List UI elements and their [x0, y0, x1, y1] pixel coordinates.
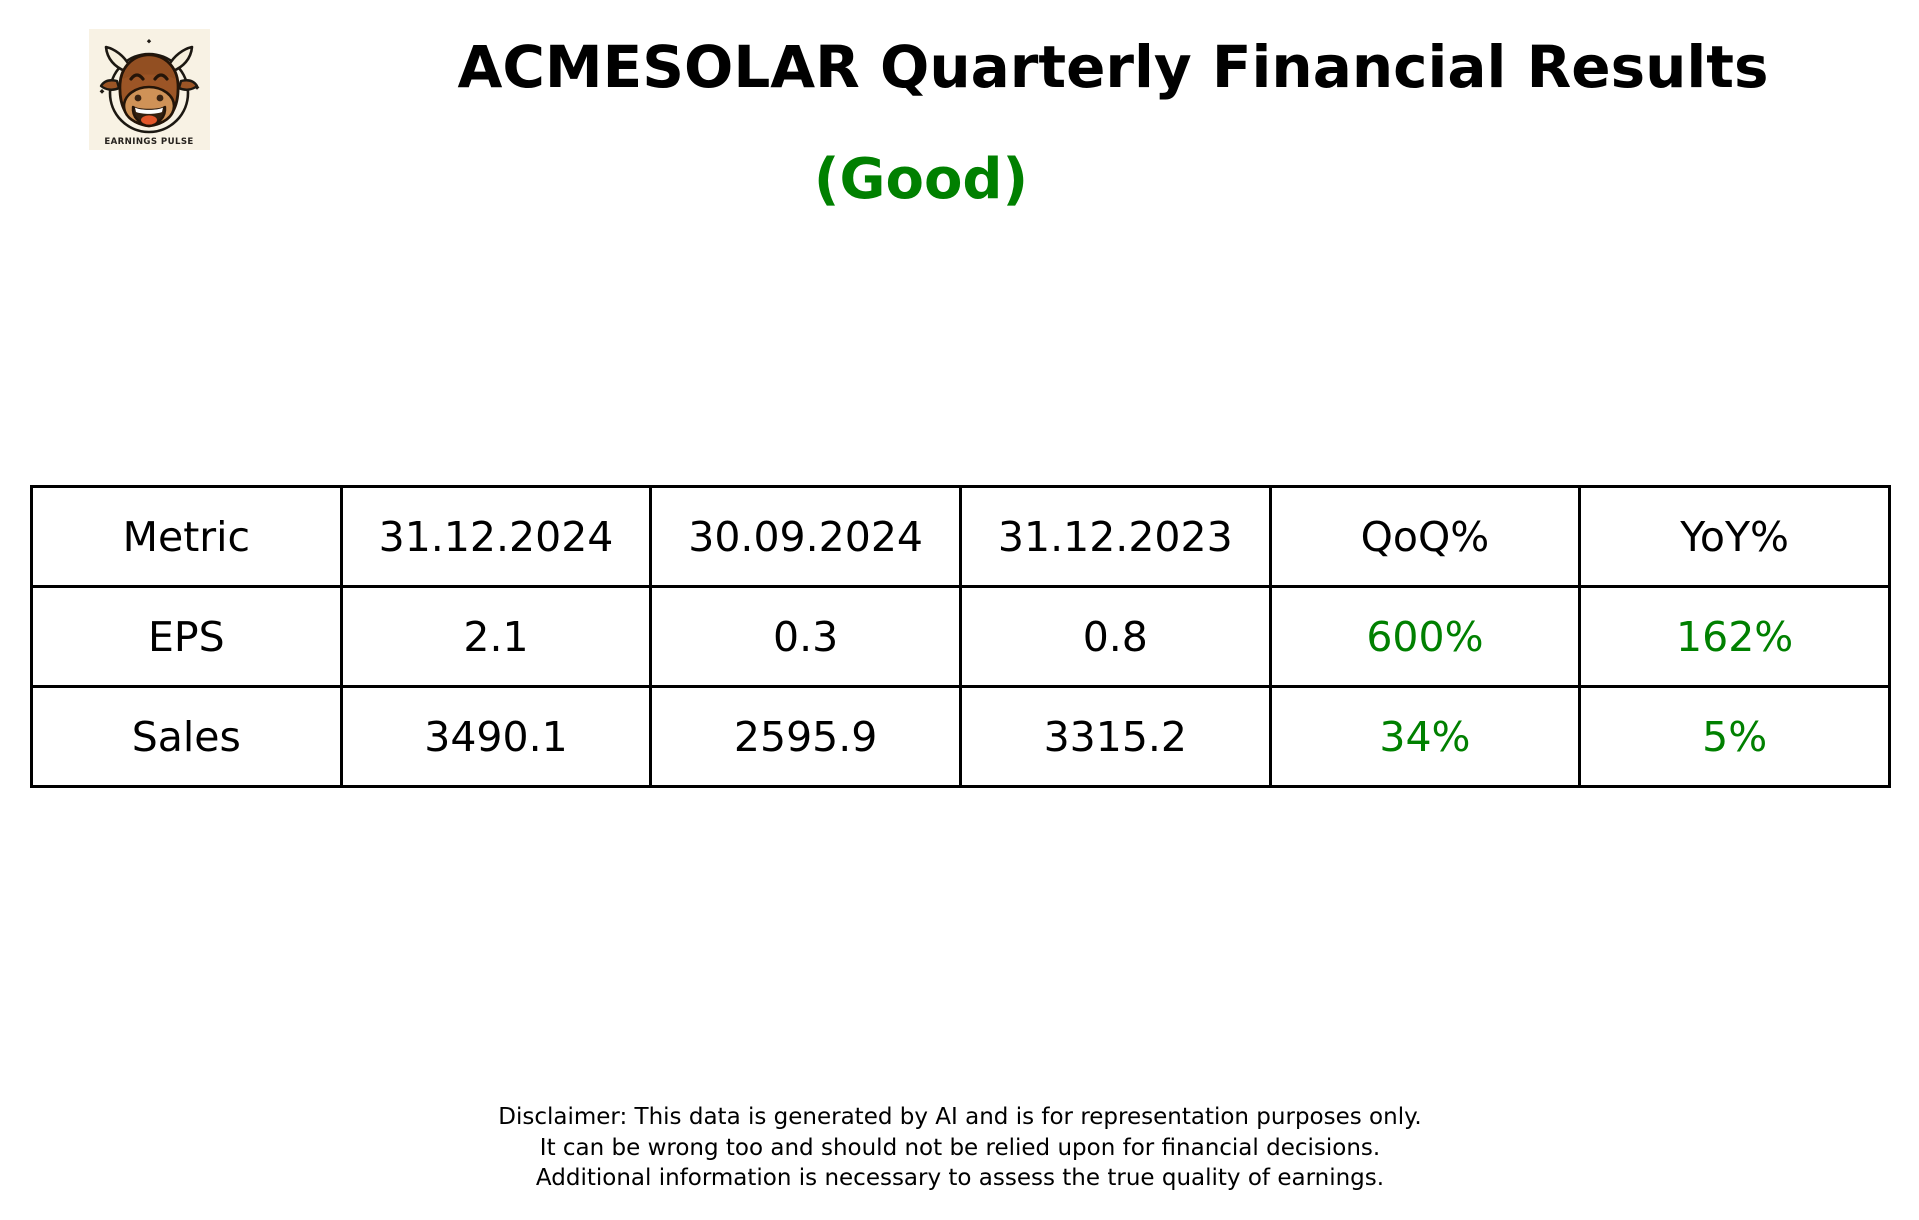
eps-qoq-percent: 600% — [1268, 585, 1582, 688]
column-header-metric: Metric — [30, 485, 343, 588]
eps-current: 2.1 — [339, 585, 653, 688]
table-row-eps: EPS 2.1 0.3 0.8 600% 162% — [30, 585, 1891, 688]
column-header-date-previous-quarter: 30.09.2024 — [649, 485, 962, 588]
eps-yoy-percent: 162% — [1578, 585, 1891, 688]
earnings-pulse-logo: EARNINGS PULSE — [89, 29, 210, 150]
column-header-date-current: 31.12.2024 — [339, 485, 653, 588]
financial-results-table: Metric 31.12.2024 30.09.2024 31.12.2023 … — [30, 485, 1891, 788]
sales-previous-quarter: 2595.9 — [649, 685, 962, 788]
table-header-row: Metric 31.12.2024 30.09.2024 31.12.2023 … — [30, 485, 1891, 588]
bull-icon: EARNINGS PULSE — [89, 29, 210, 150]
eps-previous-year: 0.8 — [958, 585, 1272, 688]
metric-label: EPS — [30, 585, 343, 688]
sales-previous-year: 3315.2 — [958, 685, 1272, 788]
disclaimer-line: Additional information is necessary to a… — [535, 1165, 1385, 1192]
logo-brand-text: EARNINGS PULSE — [104, 137, 193, 147]
sales-current: 3490.1 — [339, 685, 653, 788]
sales-yoy-percent: 5% — [1578, 685, 1891, 788]
page-title: ACMESOLAR Quarterly Financial Results — [457, 33, 1769, 101]
eps-previous-quarter: 0.3 — [649, 585, 962, 688]
disclaimer-line: Disclaimer: This data is generated by AI… — [498, 1104, 1422, 1130]
column-header-yoy: YoY% — [1578, 485, 1891, 588]
metric-label: Sales — [30, 685, 343, 788]
sales-qoq-percent: 34% — [1268, 685, 1582, 788]
column-header-qoq: QoQ% — [1268, 485, 1582, 588]
column-header-date-previous-year: 31.12.2023 — [958, 485, 1272, 588]
disclaimer-line: It can be wrong too and should not be re… — [539, 1134, 1381, 1161]
table-row-sales: Sales 3490.1 2595.9 3315.2 34% 5% — [30, 685, 1891, 788]
disclaimer: Disclaimer: This data is generated by AI… — [498, 1102, 1421, 1194]
verdict-badge: (Good) — [813, 147, 1029, 212]
